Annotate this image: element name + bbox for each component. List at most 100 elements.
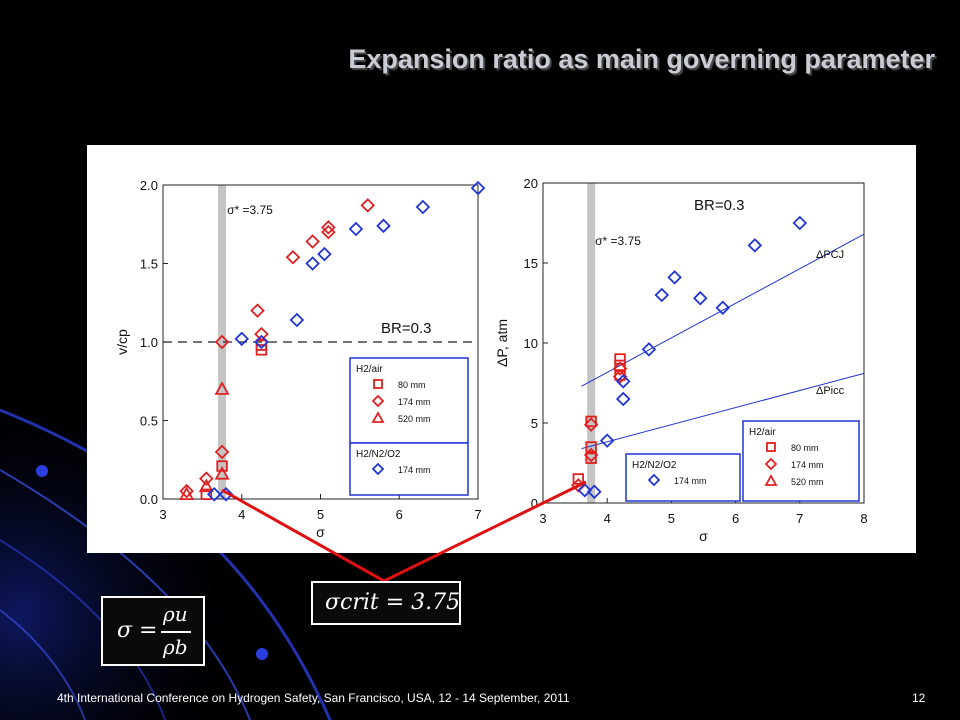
legend-title: H2/N2/O2 [632, 460, 677, 471]
data-point [667, 270, 682, 285]
legend-marker [764, 457, 778, 471]
y-tick-label: 10 [524, 336, 538, 351]
x-tick-label: 7 [474, 507, 481, 522]
formula-numerator: ρu [163, 602, 188, 626]
y-tick-label: 0.0 [140, 492, 158, 507]
data-point [198, 478, 214, 493]
chart-left: 3 4 5 6 7 0.0 0.5 1.0 1.5 2.0 σ v/cp σ* =3.75 BR=0.3 H… [114, 178, 486, 540]
data-point [305, 234, 320, 249]
data-point [792, 215, 808, 231]
x-tick-label: 4 [604, 511, 611, 526]
legend-box [349, 442, 469, 496]
data-point [360, 198, 376, 213]
model-line-label: ΔPicc [816, 385, 845, 397]
legend-marker [373, 379, 383, 389]
y-tick-label: 5 [531, 416, 538, 431]
y-axis-label: v/cp [114, 329, 130, 355]
slide-title: Expansion ratio as main governing parame… [348, 44, 935, 74]
legend-entry: 174 mm [791, 460, 824, 470]
data-point [654, 287, 670, 303]
formula-lhs: σ [117, 618, 133, 643]
br-annotation: BR=0.3 [694, 197, 744, 214]
data-point [214, 381, 230, 395]
data-point [470, 180, 486, 196]
x-tick-label: 7 [796, 511, 803, 526]
formula-fraction-bar [161, 631, 191, 633]
legend-title: H2/air [356, 364, 383, 375]
y-tick-label: 0.5 [140, 414, 158, 429]
data-point [289, 312, 305, 328]
sigma-star-band [587, 183, 596, 503]
data-point [585, 452, 597, 464]
legend-box [625, 453, 741, 502]
data-point [199, 471, 214, 486]
formula-equals: = [139, 618, 158, 643]
figure-panel: 3 4 5 6 7 0.0 0.5 1.0 1.5 2.0 σ v/cp σ* =3.75 BR=0.3 H… [87, 145, 916, 553]
sigma-crit-formula: σcrit = 3.75 [311, 581, 461, 625]
data-point [317, 246, 332, 262]
sigma-star-band [218, 185, 227, 499]
data-point [214, 444, 230, 460]
data-point [376, 218, 391, 234]
x-tick-label: 3 [539, 511, 546, 526]
legend-marker [764, 474, 778, 486]
data-point [285, 249, 301, 265]
data-point [615, 374, 631, 389]
data-point [216, 460, 228, 472]
data-point [305, 256, 320, 271]
legend-entry: 174 mm [398, 397, 431, 407]
legend-entry: 80 mm [398, 380, 426, 390]
data-point [415, 199, 431, 215]
figure-svg: 3 4 5 6 7 0.0 0.5 1.0 1.5 2.0 σ v/cp σ* =3.75 BR=0.3 H… [114, 176, 868, 544]
legend-box [742, 420, 860, 502]
x-axis-label: σ [316, 524, 325, 540]
data-point [585, 415, 597, 428]
legend-entry: 174 mm [674, 476, 707, 486]
x-axis-label: σ [699, 528, 708, 544]
data-point [348, 221, 364, 237]
legend-title: H2/air [749, 427, 776, 438]
x-tick-label: 8 [860, 511, 867, 526]
sigma-crit-text: σcrit = 3.75 [325, 590, 461, 615]
model-line [581, 372, 865, 450]
legend-box [349, 357, 469, 444]
sigma-star-annotation: σ* =3.75 [227, 203, 273, 217]
legend-entry: 174 mm [398, 465, 431, 475]
legend-entry: 520 mm [791, 477, 824, 487]
data-point [321, 220, 336, 235]
legend-marker [371, 462, 385, 476]
y-tick-label: 1.0 [140, 335, 158, 350]
data-point [693, 290, 708, 306]
data-point [218, 487, 234, 502]
x-tick-label: 5 [668, 511, 675, 526]
data-point [612, 361, 628, 376]
legend-marker [371, 411, 385, 423]
x-tick-label: 3 [159, 507, 166, 522]
data-point [641, 342, 657, 357]
legend-entry: 520 mm [398, 414, 431, 424]
data-point [583, 417, 599, 432]
y-tick-label: 0 [531, 496, 538, 511]
data-point [599, 433, 615, 448]
data-point [234, 331, 250, 347]
model-line [581, 233, 865, 387]
legend-marker [766, 442, 776, 452]
legend-marker [647, 473, 661, 487]
data-point [179, 486, 195, 500]
y-axis-label: ΔP, atm [494, 319, 510, 367]
data-point [179, 483, 194, 499]
data-point [214, 334, 230, 350]
data-point [254, 326, 269, 342]
br-annotation: BR=0.3 [381, 320, 431, 337]
data-point [577, 482, 593, 498]
data-point [615, 391, 631, 407]
footer-text: 4th International Conference on Hydrogen… [57, 691, 570, 705]
model-line-label: ΔPCJ [816, 249, 844, 261]
y-tick-label: 15 [524, 256, 538, 271]
data-point [585, 441, 597, 453]
sigma-star-annotation: σ* =3.75 [595, 234, 641, 248]
data-point [587, 484, 602, 500]
x-tick-label: 6 [396, 507, 403, 522]
x-tick-label: 4 [238, 507, 245, 522]
